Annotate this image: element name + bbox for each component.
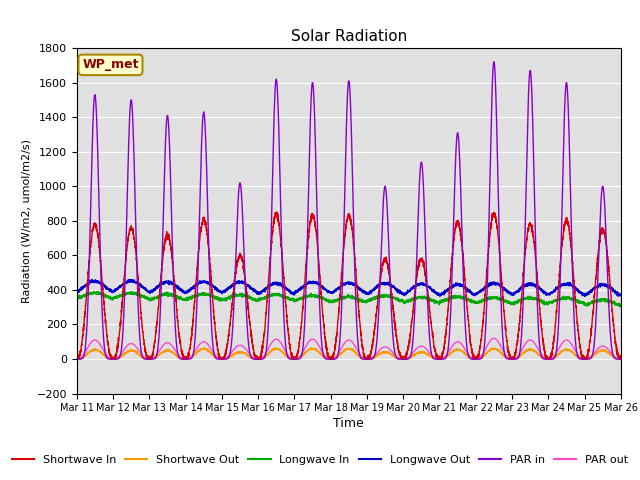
PAR in <box>328 356 336 362</box>
Shortwave In <box>617 355 625 360</box>
Shortwave In <box>171 283 179 288</box>
Longwave In <box>616 302 624 308</box>
Shortwave In <box>471 355 479 361</box>
PAR out <box>440 354 448 360</box>
PAR in <box>73 356 81 362</box>
Shortwave Out <box>441 355 449 361</box>
Shortwave In <box>441 340 449 346</box>
Shortwave Out <box>616 356 624 362</box>
PAR in <box>490 59 498 65</box>
Legend: Shortwave In, Shortwave Out, Longwave In, Longwave Out, PAR in, PAR out: Shortwave In, Shortwave Out, Longwave In… <box>7 451 633 469</box>
Shortwave Out <box>471 356 479 362</box>
Longwave In <box>171 293 179 299</box>
Shortwave Out <box>307 345 315 351</box>
Longwave In <box>329 299 337 305</box>
Longwave In <box>471 300 479 305</box>
PAR in <box>617 356 625 362</box>
Longwave In <box>441 296 449 302</box>
Shortwave Out <box>73 356 81 362</box>
Shortwave In <box>329 352 337 358</box>
Longwave In <box>73 295 81 300</box>
PAR in <box>171 309 179 314</box>
PAR in <box>471 356 479 362</box>
Y-axis label: Radiation (W/m2, umol/m2/s): Radiation (W/m2, umol/m2/s) <box>21 139 31 303</box>
PAR out <box>617 356 625 362</box>
Longwave In <box>617 304 625 310</box>
PAR out <box>616 356 624 362</box>
Shortwave Out <box>617 356 625 361</box>
Longwave Out <box>127 276 134 282</box>
PAR out <box>490 336 498 341</box>
Longwave Out <box>441 289 449 295</box>
Longwave In <box>93 289 101 295</box>
Line: Shortwave Out: Shortwave Out <box>77 348 621 359</box>
Longwave Out <box>436 293 444 299</box>
Longwave In <box>502 300 509 305</box>
Text: WP_met: WP_met <box>82 59 139 72</box>
Shortwave Out <box>171 350 179 356</box>
Longwave Out <box>73 289 81 295</box>
Longwave Out <box>329 289 337 295</box>
Line: Longwave Out: Longwave Out <box>77 279 621 296</box>
PAR out <box>471 356 479 362</box>
PAR out <box>171 347 179 352</box>
Longwave Out <box>171 281 179 287</box>
PAR out <box>328 356 336 362</box>
Shortwave Out <box>329 356 337 361</box>
Shortwave In <box>273 209 281 215</box>
Longwave Out <box>471 292 479 298</box>
Shortwave Out <box>502 354 509 360</box>
Longwave Out <box>616 292 624 298</box>
Shortwave In <box>616 356 624 362</box>
PAR out <box>73 356 81 362</box>
PAR in <box>502 354 509 360</box>
Line: PAR in: PAR in <box>77 62 621 359</box>
Longwave Out <box>502 286 509 292</box>
Line: PAR out: PAR out <box>77 338 621 359</box>
PAR in <box>440 356 448 362</box>
X-axis label: Time: Time <box>333 418 364 431</box>
Title: Solar Radiation: Solar Radiation <box>291 29 407 44</box>
Shortwave In <box>73 356 81 362</box>
PAR in <box>616 356 624 362</box>
PAR out <box>502 352 509 358</box>
Longwave Out <box>617 293 625 299</box>
Line: Longwave In: Longwave In <box>77 292 621 307</box>
Line: Shortwave In: Shortwave In <box>77 212 621 359</box>
Shortwave In <box>502 324 509 329</box>
